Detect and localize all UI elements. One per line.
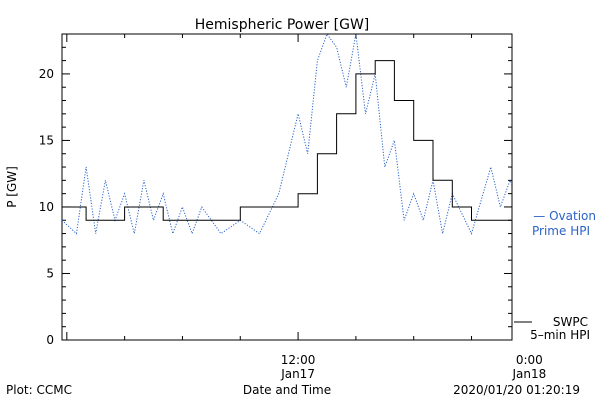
x-tick-label-time: 0:00	[516, 353, 543, 367]
x-tick-label-time: 12:00	[281, 353, 316, 367]
legend-swpc-line2: 5–min HPI	[530, 328, 590, 342]
footer-plot-credit: Plot: CCMC	[6, 383, 72, 397]
x-tick-label-date: Jan17	[280, 367, 315, 381]
plot-frame	[61, 33, 513, 341]
legend-ovation-line1: — Ovation	[533, 209, 596, 223]
legend-ovation-line2: Prime HPI	[532, 224, 590, 238]
series-swpc-hpi-line	[62, 60, 512, 221]
footer-timestamp: 2020/01/20 01:20:19	[453, 383, 580, 397]
chart-title: Hemispheric Power [GW]	[195, 17, 370, 33]
x-axis: 12:00Jan170:00Jan1812:00Jan180:00Jan1912…	[66, 34, 546, 381]
series-ovation-prime-line	[62, 34, 512, 236]
legend-swpc-line1: SWPC	[553, 315, 588, 329]
y-axis-label: P [GW]	[5, 166, 19, 208]
y-tick-label: 10	[39, 200, 54, 214]
series-layer	[62, 34, 512, 236]
y-tick-label: 15	[39, 133, 54, 147]
y-tick-label: 0	[46, 333, 54, 347]
y-tick-label: 5	[46, 266, 54, 280]
x-tick-label-date: Jan18	[511, 367, 546, 381]
x-axis-label: Date and Time	[243, 383, 331, 397]
y-tick-label: 20	[39, 67, 54, 81]
y-axis: 0 5 10 15 20	[39, 46, 512, 347]
